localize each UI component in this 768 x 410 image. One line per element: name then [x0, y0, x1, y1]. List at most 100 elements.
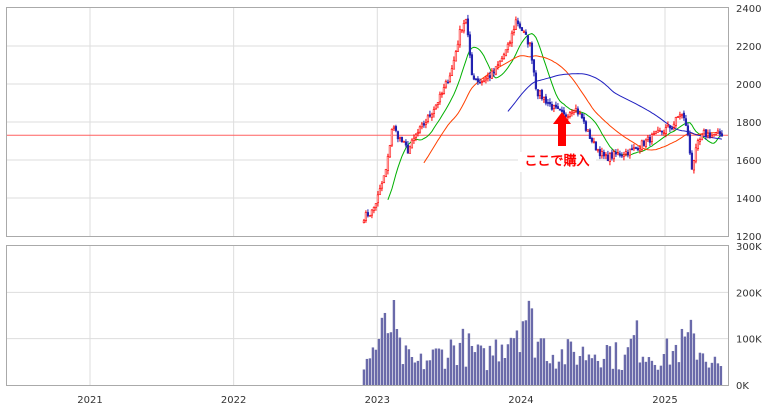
candle-body — [508, 42, 512, 44]
candle-body — [434, 104, 438, 110]
candle-body — [502, 54, 506, 60]
volume-bar — [662, 354, 666, 385]
volume-bar — [674, 344, 678, 385]
candle-body — [540, 89, 544, 100]
volume-bar — [533, 357, 537, 385]
candle-body — [606, 154, 610, 162]
candle-body — [674, 117, 678, 126]
volume-bar — [614, 342, 618, 385]
candle-body — [496, 64, 500, 67]
candle-body — [498, 60, 502, 66]
volume-bar — [581, 346, 585, 385]
volume-bar — [659, 365, 663, 385]
volume-bar — [719, 366, 723, 385]
candle-body — [604, 154, 608, 156]
candle-body — [602, 151, 606, 157]
candle-body — [692, 160, 696, 171]
candle-body — [404, 141, 408, 146]
volume-bar — [392, 300, 396, 385]
candle-body — [568, 112, 572, 117]
candle-body — [682, 112, 686, 119]
candle-body — [694, 147, 698, 162]
volume-bar — [548, 363, 552, 385]
volume-bar — [695, 359, 699, 385]
annotation-arrow — [553, 112, 571, 146]
price-tick-label: 1400 — [736, 194, 761, 205]
volume-bar — [542, 338, 546, 385]
volume-bar — [641, 356, 645, 385]
candle-body — [512, 29, 516, 33]
volume-bar — [620, 369, 624, 385]
candle-body — [462, 23, 466, 32]
price-tick-label: 2400 — [736, 4, 761, 15]
candle-body — [614, 152, 618, 155]
candle-body — [364, 212, 368, 221]
volume-bar — [686, 332, 690, 385]
candle-body — [388, 145, 392, 158]
volume-bar — [362, 369, 366, 385]
candle-body — [412, 137, 416, 141]
volume-bar — [599, 367, 603, 385]
candle-body — [720, 133, 724, 137]
volume-bars — [362, 300, 723, 385]
candle-body — [562, 110, 566, 115]
volume-bar — [467, 333, 471, 385]
candle-body — [684, 118, 688, 126]
candle-body — [444, 81, 448, 88]
candle-body — [534, 72, 538, 89]
candle-body — [372, 207, 376, 211]
volume-bar — [428, 360, 432, 385]
volume-bar — [590, 358, 594, 385]
volume-bar — [401, 364, 405, 385]
volume-bar — [494, 339, 498, 385]
volume-bar — [539, 338, 543, 385]
candle-body — [588, 129, 592, 139]
x-tick-label: 2021 — [77, 395, 102, 406]
volume-bar — [452, 345, 456, 385]
candle-body — [716, 130, 720, 134]
candle-body — [706, 132, 710, 136]
volume-y-axis: 0K 100K 200K 300K — [736, 242, 762, 392]
candle-body — [576, 108, 580, 115]
candle-body — [366, 212, 370, 217]
candle-body — [396, 131, 400, 140]
candle-body — [470, 54, 474, 76]
price-grid — [7, 8, 728, 236]
x-tick-label: 2024 — [508, 395, 533, 406]
price-y-axis: 1200 1400 1600 1800 2000 2200 2400 — [736, 4, 761, 243]
candle-body — [450, 68, 454, 76]
volume-bar — [383, 312, 387, 385]
candle-body — [702, 129, 706, 135]
candle-body — [466, 18, 470, 36]
price-candles — [362, 14, 724, 224]
candle-body — [590, 138, 594, 142]
candle-body — [686, 125, 690, 135]
candle-body — [546, 102, 550, 104]
candle-body — [480, 81, 484, 83]
candle-body — [648, 136, 652, 143]
candle-body — [662, 132, 666, 134]
volume-bar — [434, 348, 438, 385]
candle-body — [708, 132, 712, 138]
candle-body — [374, 203, 378, 208]
candle-body — [528, 42, 532, 44]
volume-bar — [500, 344, 504, 385]
volume-bar — [602, 358, 606, 385]
volume-bar — [563, 364, 567, 385]
volume-bar — [503, 357, 507, 385]
candle-body — [398, 136, 402, 139]
x-tick-label: 2023 — [365, 395, 390, 406]
x-tick-label: 2025 — [652, 395, 677, 406]
volume-bar — [551, 354, 555, 385]
volume-bar — [431, 349, 435, 385]
candle-body — [676, 116, 680, 118]
volume-bar — [410, 357, 414, 385]
candle-body — [456, 43, 460, 52]
volume-bar — [497, 361, 501, 385]
volume-bar — [623, 354, 627, 385]
volume-bar — [377, 338, 381, 385]
candle-body — [592, 141, 596, 143]
candle-body — [478, 81, 482, 84]
volume-bar — [398, 337, 402, 385]
volume-bar — [404, 345, 408, 385]
